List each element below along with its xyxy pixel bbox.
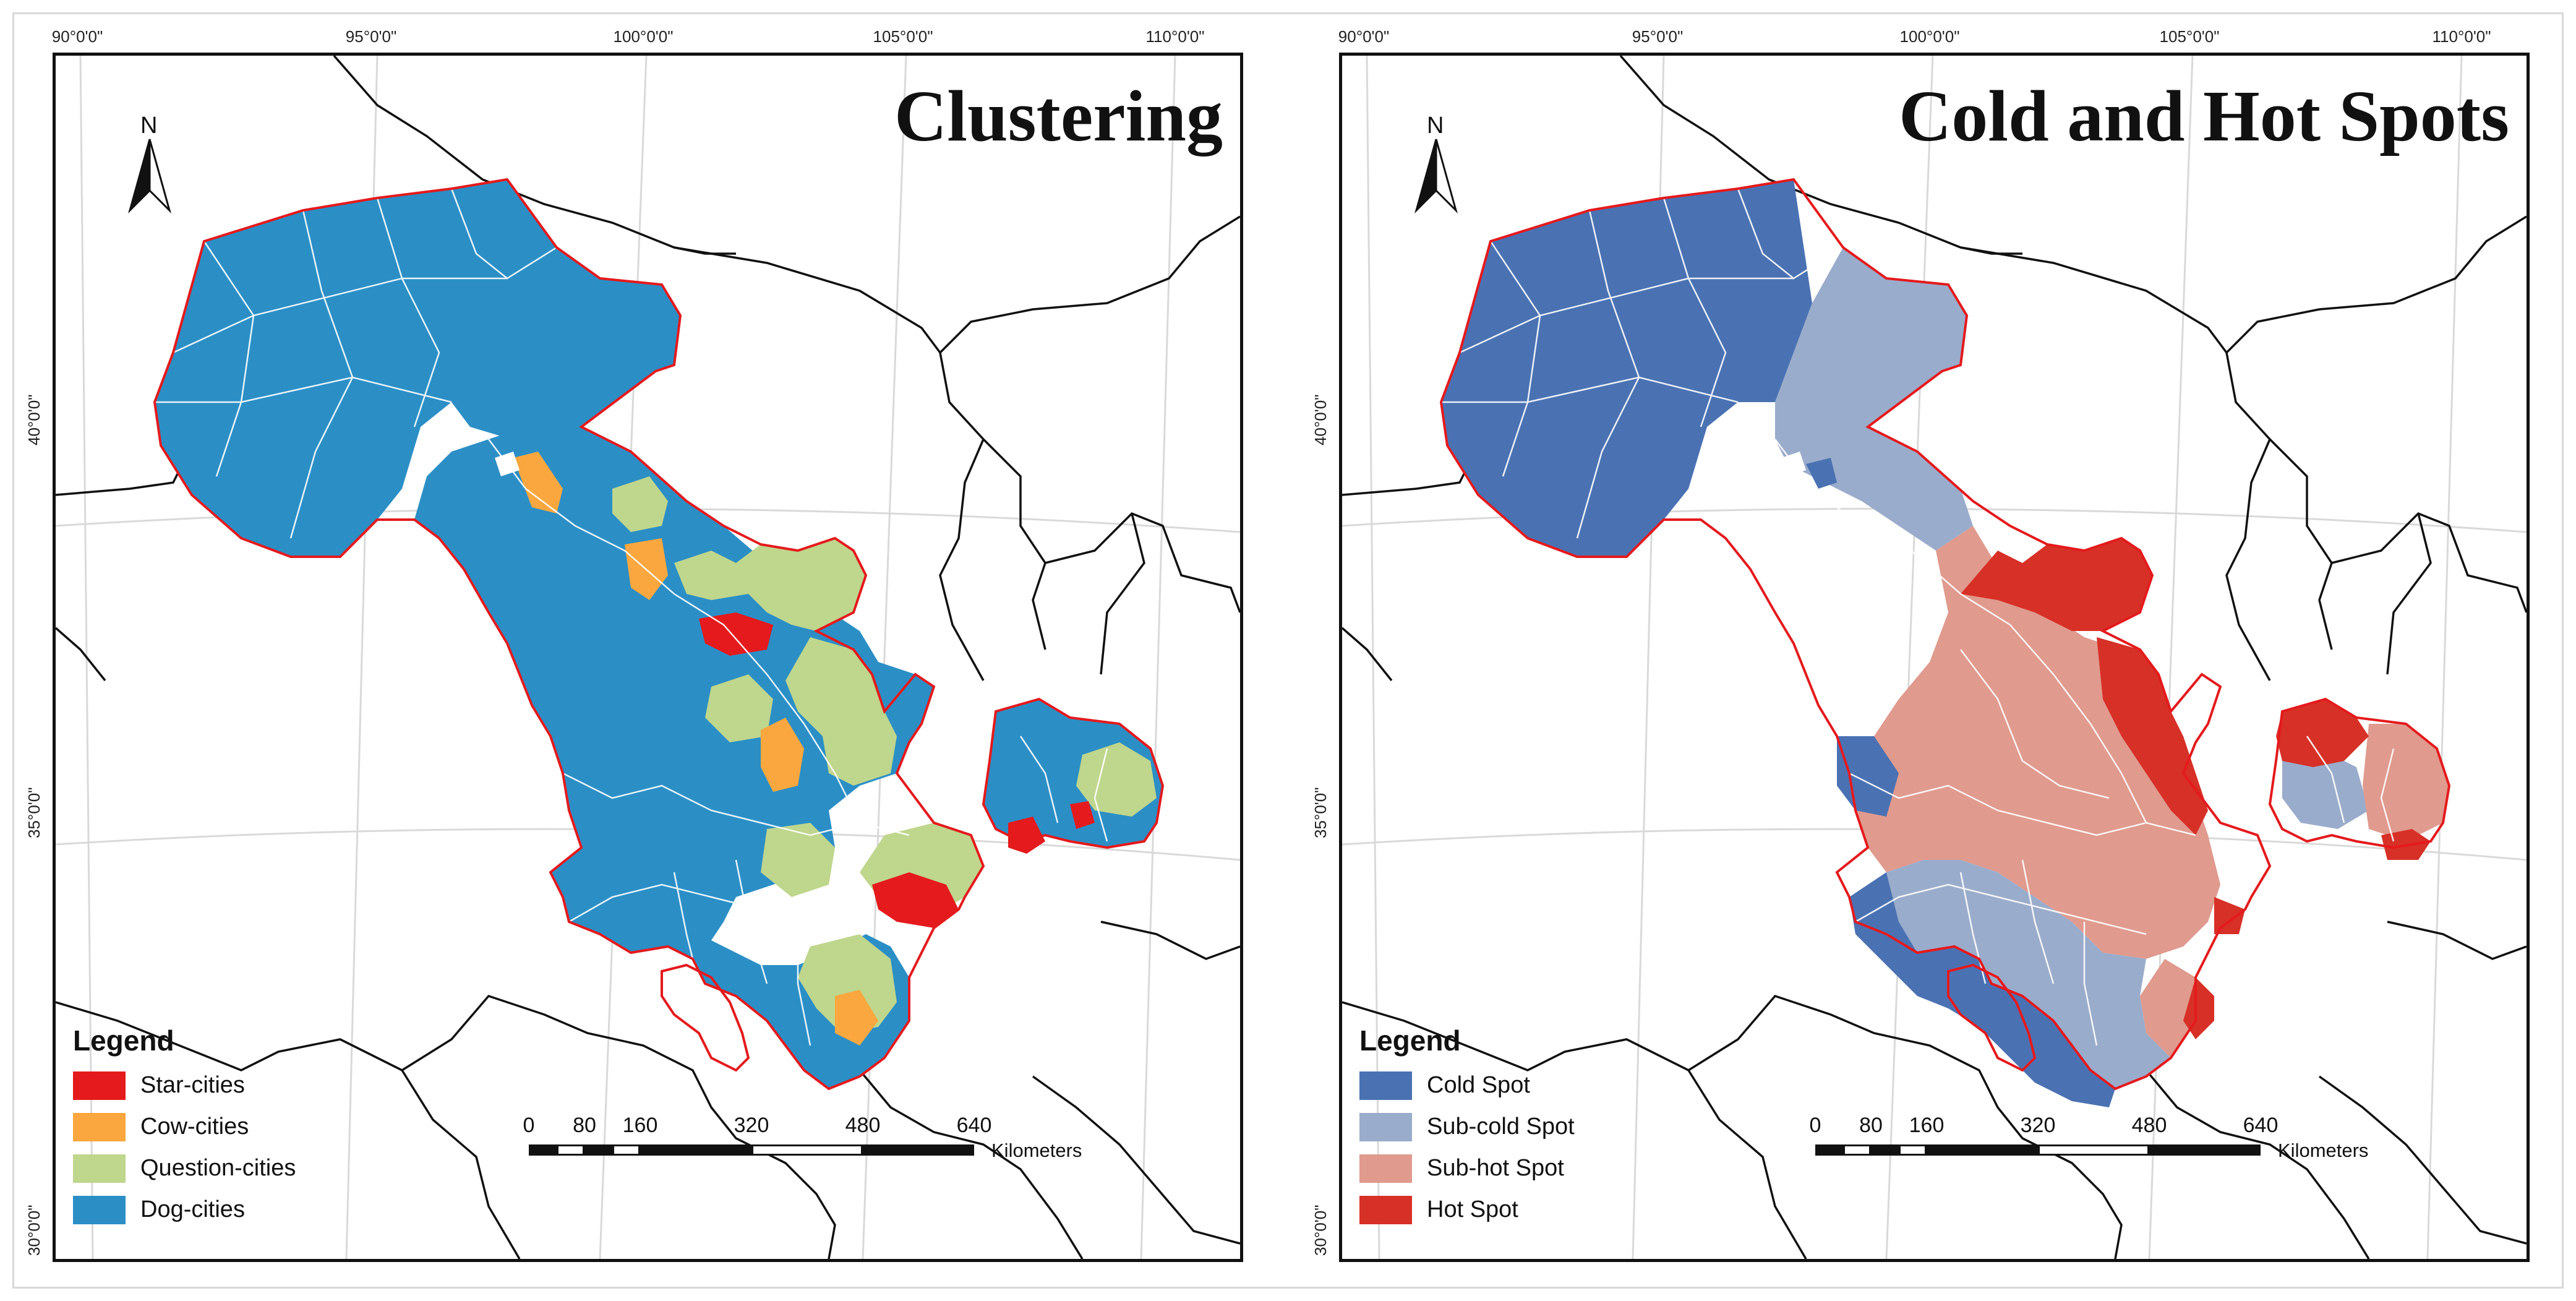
scale-segment bbox=[612, 1144, 640, 1156]
scale-segment bbox=[2038, 1144, 2149, 1156]
legend-title: Legend bbox=[1359, 1024, 1461, 1057]
north-label: N bbox=[140, 113, 158, 139]
scale-tick: 640 bbox=[956, 1114, 992, 1137]
hotspot-map-panel: Cold and Hot Spots N Legend Cold Spot Su… bbox=[1339, 53, 2530, 1262]
lat-label: 35°0'0" bbox=[25, 787, 43, 838]
scale-tick: 0 bbox=[523, 1114, 535, 1137]
scale-tick: 160 bbox=[622, 1114, 658, 1137]
legend-label: Star-cities bbox=[140, 1072, 245, 1098]
scale-segment bbox=[1871, 1144, 1899, 1156]
legend-swatch bbox=[1359, 1195, 1412, 1224]
lat-label: 40°0'0" bbox=[1311, 394, 1330, 445]
region-outline bbox=[1439, 178, 2451, 1091]
region-fill bbox=[155, 179, 1163, 1089]
lon-label: 90°0'0" bbox=[51, 27, 103, 46]
scale-tick: 80 bbox=[1859, 1114, 1883, 1137]
lat-label: 30°0'0" bbox=[1311, 1204, 1330, 1256]
scale-tick: 160 bbox=[1909, 1114, 1945, 1137]
legend-title: Legend bbox=[73, 1024, 174, 1057]
district-lines bbox=[1441, 188, 2395, 1046]
lon-label: 90°0'0" bbox=[1338, 27, 1390, 46]
scale-segment bbox=[640, 1144, 751, 1156]
lon-label: 105°0'0" bbox=[2159, 27, 2220, 46]
figure-frame bbox=[12, 12, 2564, 1289]
legend-item: Star-cities bbox=[73, 1065, 395, 1106]
north-label: N bbox=[1427, 113, 1444, 139]
lat-label: 40°0'0" bbox=[25, 394, 43, 445]
legend-label: Sub-cold Spot bbox=[1427, 1114, 1575, 1140]
scale-segment bbox=[1843, 1144, 1871, 1156]
legend-item: Cold Spot bbox=[1359, 1065, 1681, 1106]
panel-title: Clustering bbox=[894, 75, 1223, 157]
scale-bar: 0 80 160 320 480 640 Kilometers bbox=[516, 1114, 1082, 1175]
lon-label: 100°0'0" bbox=[613, 27, 674, 46]
legend-item: Cow-cities bbox=[73, 1106, 395, 1148]
scale-segment bbox=[1899, 1144, 1927, 1156]
panel-title: Cold and Hot Spots bbox=[1899, 75, 2509, 157]
lon-label: 110°0'0" bbox=[1145, 27, 1205, 46]
legend-swatch bbox=[73, 1071, 126, 1100]
scale-tick: 480 bbox=[2131, 1114, 2167, 1137]
legend-swatch bbox=[1359, 1154, 1412, 1183]
legend-item: Sub-cold Spot bbox=[1359, 1106, 1681, 1148]
legend: Legend Star-cities Cow-cities Question-c… bbox=[73, 1024, 395, 1230]
scale-unit: Kilometers bbox=[2278, 1140, 2369, 1161]
hotspot-map bbox=[1342, 56, 2527, 1259]
scale-segment bbox=[751, 1144, 863, 1156]
legend: Legend Cold Spot Sub-cold Spot Sub-hot S… bbox=[1359, 1024, 1681, 1230]
legend-label: Cold Spot bbox=[1427, 1072, 1530, 1098]
legend-label: Question-cities bbox=[140, 1155, 296, 1181]
scale-segment bbox=[1815, 1144, 1843, 1156]
scale-segment bbox=[2149, 1144, 2261, 1156]
scale-bar: 0 80 160 320 480 640 Kilometers bbox=[1803, 1114, 2369, 1175]
region-outline bbox=[153, 178, 1165, 1091]
legend-item: Hot Spot bbox=[1359, 1189, 1681, 1230]
lat-label: 35°0'0" bbox=[1311, 787, 1330, 838]
legend-item: Question-cities bbox=[73, 1148, 395, 1189]
scale-segment bbox=[557, 1144, 584, 1156]
lon-label: 100°0'0" bbox=[1899, 27, 1960, 46]
legend-item: Sub-hot Spot bbox=[1359, 1148, 1681, 1189]
scale-segment bbox=[863, 1144, 974, 1156]
legend-label: Cow-cities bbox=[140, 1114, 249, 1140]
lon-label: 105°0'0" bbox=[873, 27, 933, 46]
legend-swatch bbox=[1359, 1071, 1412, 1100]
lon-label: 95°0'0" bbox=[1632, 27, 1684, 46]
scale-segment bbox=[584, 1144, 612, 1156]
clustering-map-panel: Clustering N Legend Star-cities Cow-citi… bbox=[53, 53, 1243, 1262]
north-arrow-icon bbox=[128, 139, 171, 214]
scale-segment bbox=[529, 1144, 557, 1156]
lon-label: 95°0'0" bbox=[345, 27, 397, 46]
legend-swatch bbox=[73, 1195, 126, 1224]
white-gap bbox=[495, 452, 520, 476]
boundary-lines bbox=[56, 56, 1240, 1259]
region-fill bbox=[1441, 179, 2449, 1107]
lat-label: 30°0'0" bbox=[25, 1204, 43, 1256]
lon-label: 110°0'0" bbox=[2432, 27, 2491, 46]
legend-item: Dog-cities bbox=[73, 1189, 395, 1230]
legend-swatch bbox=[1359, 1112, 1412, 1141]
legend-swatch bbox=[73, 1112, 126, 1141]
district-lines bbox=[155, 188, 1108, 1046]
scale-tick: 320 bbox=[2020, 1114, 2056, 1137]
legend-swatch bbox=[73, 1154, 126, 1183]
legend-label: Hot Spot bbox=[1427, 1196, 1518, 1222]
scale-tick: 80 bbox=[573, 1114, 596, 1137]
legend-label: Dog-cities bbox=[140, 1196, 245, 1222]
scale-segment bbox=[1927, 1144, 2038, 1156]
white-gap bbox=[1781, 452, 1806, 476]
scale-unit: Kilometers bbox=[991, 1140, 1082, 1161]
scale-tick: 0 bbox=[1809, 1114, 1821, 1137]
legend-label: Sub-hot Spot bbox=[1427, 1155, 1564, 1181]
boundary-lines bbox=[1342, 56, 2527, 1259]
north-arrow-icon bbox=[1414, 139, 1458, 214]
scale-tick: 640 bbox=[2243, 1114, 2279, 1137]
clustering-map bbox=[56, 56, 1240, 1259]
scale-tick: 320 bbox=[734, 1114, 769, 1137]
scale-tick: 480 bbox=[845, 1114, 881, 1137]
